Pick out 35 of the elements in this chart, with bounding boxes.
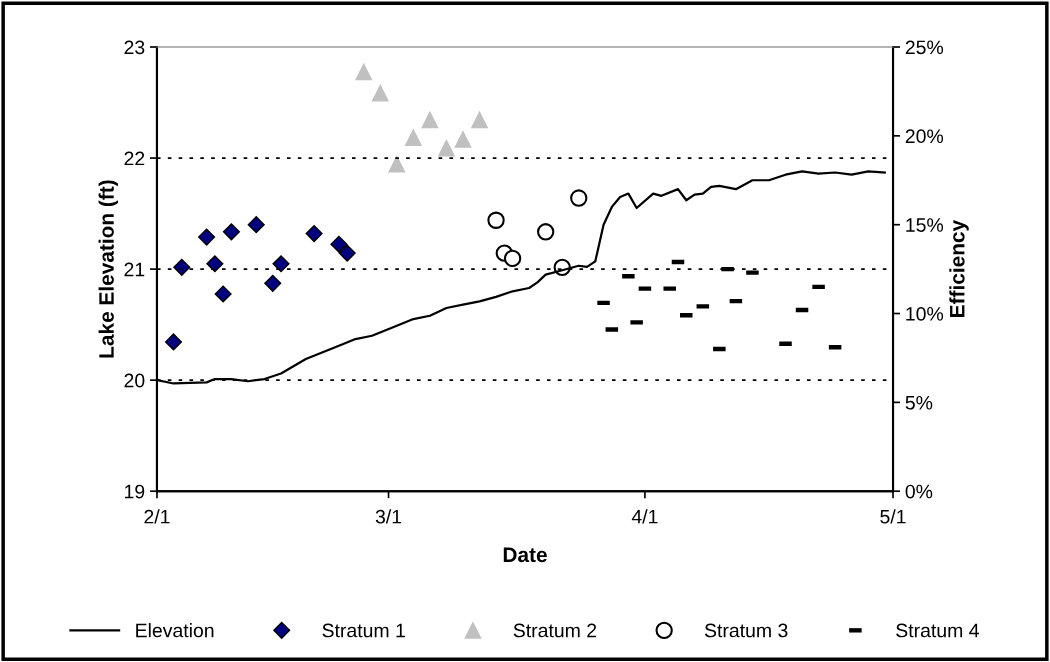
- point: [206, 255, 224, 273]
- point: [305, 225, 323, 243]
- legend-label: Stratum 1: [322, 623, 405, 638]
- x-tick-label: 4/1: [631, 509, 658, 524]
- point: [173, 258, 191, 276]
- point: [247, 216, 265, 234]
- y2-tick-label: 10%: [906, 306, 944, 321]
- y2-axis-title: Efficiency: [949, 220, 969, 317]
- y2-tick-label: 20%: [905, 129, 944, 144]
- legend-label: Stratum 2: [513, 623, 597, 638]
- legend-label: Stratum 3: [704, 623, 788, 638]
- y-tick-label: 23: [124, 40, 145, 55]
- x-tick-label: 2/1: [144, 509, 170, 524]
- y-tick-label: 22: [124, 151, 145, 166]
- point: [164, 333, 183, 351]
- y-tick-label: 21: [124, 262, 145, 277]
- y-tick-label: 19: [125, 484, 145, 499]
- point: [198, 228, 216, 246]
- y-tick-label: 20: [124, 373, 145, 388]
- y-axis-title: Lake Elevation (ft): [98, 180, 118, 358]
- point: [272, 255, 290, 273]
- point: [222, 223, 240, 241]
- point: [264, 274, 282, 292]
- point: [214, 285, 232, 303]
- x-tick-label: 3/1: [375, 509, 402, 524]
- y2-tick-label: 25%: [905, 40, 944, 55]
- x-tick-label: 5/1: [880, 509, 906, 524]
- x-axis-title: Date: [503, 547, 547, 563]
- legend-label: Elevation: [136, 623, 214, 638]
- point: [338, 244, 356, 262]
- y2-tick-label: 5%: [905, 395, 933, 410]
- legend-label: Stratum 4: [896, 623, 979, 638]
- y2-tick-label: 15%: [906, 218, 944, 232]
- point: [330, 235, 348, 253]
- y2-tick-label: 0%: [905, 484, 933, 499]
